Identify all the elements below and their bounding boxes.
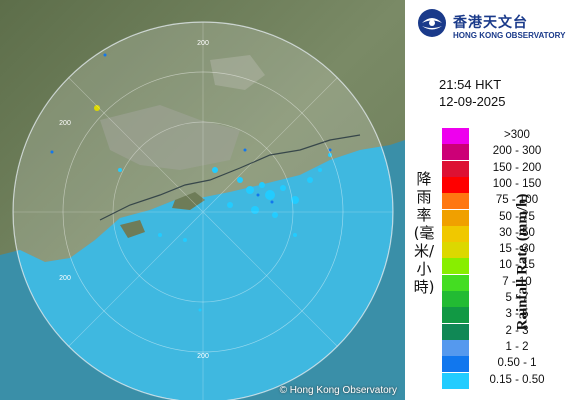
legend-label: 10 - 15 — [499, 259, 535, 272]
legend-swatch — [442, 291, 469, 307]
rain-echoes — [118, 153, 332, 312]
legend-item: >300 — [442, 128, 577, 145]
legend-label: 50 - 75 — [499, 210, 535, 223]
legend-swatch — [442, 339, 469, 356]
org-name-zh: 香港天文台 — [453, 15, 528, 31]
radar-sea — [13, 140, 393, 400]
legend-label: 15 - 30 — [499, 243, 535, 256]
legend-swatch — [442, 176, 469, 193]
range-label: 200 — [197, 40, 209, 47]
legend-label: 0.15 - 0.50 — [489, 373, 545, 386]
legend-item: 3 - 5 — [442, 307, 577, 324]
legend-swatch — [442, 258, 469, 275]
org-name-en: HONG KONG OBSERVATORY — [453, 31, 566, 40]
legend-label: 2 - 3 — [505, 324, 529, 337]
radar-map: 200 200 200 200 © Hong Kong Observatory — [0, 0, 405, 403]
legend-swatch — [442, 307, 469, 324]
legend-item: 75 - 100 — [442, 193, 577, 210]
island — [120, 220, 145, 238]
legend-item: 10 - 15 — [442, 258, 577, 275]
legend-label: 1 - 2 — [505, 340, 529, 353]
legend-label: 100 - 150 — [492, 177, 542, 190]
legend-swatch — [442, 193, 469, 210]
range-label: 200 — [59, 120, 71, 127]
legend-title-zh: 降雨率(毫米/小時) — [413, 170, 435, 296]
legend-label: 30 - 50 — [499, 226, 535, 239]
hko-logo: 香港天文台 HONG KONG OBSERVATORY — [415, 6, 575, 40]
legend-item: 7 - 10 — [442, 274, 577, 292]
rain-echoes-moderate — [50, 53, 332, 204]
range-label: 200 — [197, 353, 209, 360]
timestamp-date: 12-09-2025 — [439, 94, 506, 109]
legend-item: 50 - 75 — [442, 209, 577, 227]
legend-item: 0.15 - 0.50 — [442, 372, 577, 390]
legend-item: 200 - 300 — [442, 144, 577, 161]
urban-area — [100, 105, 240, 170]
hko-logo-icon — [418, 9, 446, 37]
legend-swatch — [442, 160, 469, 177]
legend-swatch — [442, 128, 469, 144]
legend-item: 15 - 30 — [442, 242, 577, 259]
legend-swatch — [442, 242, 469, 259]
legend-label: >300 — [504, 129, 530, 141]
legend-swatch — [442, 209, 469, 226]
legend-label: 150 - 200 — [492, 161, 542, 174]
copyright-text: © Hong Kong Observatory — [279, 385, 397, 396]
radar-map-svg: 200 200 200 200 — [0, 0, 405, 403]
legend-swatch — [442, 323, 469, 340]
info-panel: 香港天文台 HONG KONG OBSERVATORY 21:54 HKT 12… — [405, 0, 577, 400]
legend-swatch — [442, 372, 469, 389]
range-label: 200 — [59, 275, 71, 282]
rain-echo-heavy — [94, 105, 100, 111]
legend-label: 7 - 10 — [502, 275, 532, 288]
legend-swatch — [442, 144, 469, 161]
urban-area — [210, 55, 265, 90]
legend-item: 30 - 50 — [442, 225, 577, 243]
legend-swatch — [442, 356, 469, 373]
legend-label: 0.50 - 1 — [497, 357, 537, 370]
island — [172, 192, 205, 210]
legend-label: 5 - 7 — [505, 292, 529, 304]
legend-swatch — [442, 274, 469, 291]
legend-label: 3 - 5 — [505, 308, 529, 321]
timestamp-time: 21:54 HKT — [439, 77, 502, 92]
legend-item: 100 - 150 — [442, 176, 577, 194]
legend-label: 75 - 100 — [495, 194, 539, 207]
coastline — [99, 134, 361, 221]
legend-item: 2 - 3 — [442, 323, 577, 341]
legend-swatch — [442, 225, 469, 242]
legend-item: 1 - 2 — [442, 339, 577, 357]
legend-item: 150 - 200 — [442, 160, 577, 178]
radar-coverage — [13, 53, 393, 400]
legend-item: 5 - 7 — [442, 291, 577, 308]
legend-label: 200 - 300 — [492, 145, 542, 158]
legend-item: 0.50 - 1 — [442, 356, 577, 373]
